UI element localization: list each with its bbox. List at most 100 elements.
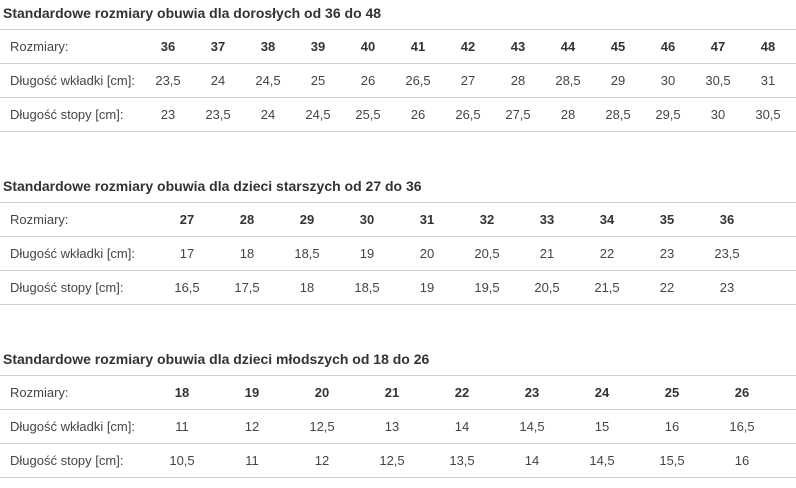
cell-value: 26,5 [443,97,493,132]
cell-value: 43 [493,29,543,64]
cell-value: 18 [277,270,337,305]
cell-value: 14,5 [567,443,637,478]
cell-value: 14 [497,443,567,478]
cell-value: 17,5 [217,270,277,305]
cell-value: 15,5 [637,443,707,478]
cell-value: 23,5 [143,63,193,98]
cell-value: 17 [157,236,217,271]
insole-length-row: Długość wkładki [cm]: 23,5 24 24,5 25 26 26,5 2… [0,63,796,98]
cell-value: 27,5 [493,97,543,132]
cell-value: 22 [427,375,497,410]
size-table-body: Rozmiary: 36 37 38 39 40 41 42 43 44 45 46 47 48 Długo… [0,29,796,132]
cell-value: 20 [397,236,457,271]
insole-length-row: Długość wkładki [cm]: 11 12 12,5 13 14 14,5 15 1… [0,409,796,444]
cell-value: 30,5 [693,63,743,98]
cell-value: 23 [697,270,757,305]
filler-cell [777,409,796,444]
cell-value: 46 [643,29,693,64]
section-title: Standardowe rozmiary obuwia dla dorosłyc… [3,5,382,21]
cell-value: 28,5 [593,97,643,132]
cell-value: 25,5 [343,97,393,132]
size-table-body: Rozmiary: 27 28 29 30 31 32 33 34 35 36 Długość wkł… [0,202,796,305]
cell-value: 35 [637,202,697,237]
cell-value: 28,5 [543,63,593,98]
cell-value: 22 [637,270,697,305]
cell-value: 24 [243,97,293,132]
cell-value: 19,5 [457,270,517,305]
cell-value: 21 [517,236,577,271]
cell-value: 28 [493,63,543,98]
row-label: Długość wkładki [cm]: [0,409,147,444]
cell-value: 23 [497,375,567,410]
cell-value: 25 [293,63,343,98]
cell-value: 26 [343,63,393,98]
filler-cell [757,270,796,305]
cell-value: 34 [577,202,637,237]
cell-value: 32 [457,202,517,237]
cell-value: 18,5 [337,270,397,305]
sizes-row: Rozmiary: 27 28 29 30 31 32 33 34 35 36 [0,202,796,237]
row-label: Długość stopy [cm]: [0,97,143,132]
cell-value: 23 [143,97,193,132]
section-title: Standardowe rozmiary obuwia dla dzieci s… [3,178,422,194]
cell-value: 12,5 [357,443,427,478]
cell-value: 14 [427,409,497,444]
filler-cell [777,443,796,478]
size-table: Rozmiary: 36 37 38 39 40 41 42 43 44 45 46 47 48 Długo… [0,29,796,132]
shoe-size-tables-page: Standardowe rozmiary obuwia dla dorosłyc… [0,5,796,478]
filler-cell [793,29,796,64]
cell-value: 23 [637,236,697,271]
cell-value: 29 [277,202,337,237]
cell-value: 10,5 [147,443,217,478]
cell-value: 19 [217,375,287,410]
cell-value: 31 [743,63,793,98]
filler-cell [793,63,796,98]
cell-value: 24 [567,375,637,410]
cell-value: 40 [343,29,393,64]
row-label: Długość wkładki [cm]: [0,236,157,271]
cell-value: 44 [543,29,593,64]
cell-value: 21,5 [577,270,637,305]
cell-value: 18 [217,236,277,271]
cell-value: 20,5 [457,236,517,271]
row-label: Rozmiary: [0,29,143,64]
size-table: Rozmiary: 27 28 29 30 31 32 33 34 35 36 Długość wkł… [0,202,796,305]
cell-value: 18,5 [277,236,337,271]
cell-value: 37 [193,29,243,64]
cell-value: 12 [217,409,287,444]
cell-value: 11 [147,409,217,444]
insole-length-row: Długość wkładki [cm]: 17 18 18,5 19 20 20,5 21 2… [0,236,796,271]
foot-length-row: Długość stopy [cm]: 10,5 11 12 12,5 13,5 14 14,… [0,443,796,478]
cell-value: 23,5 [193,97,243,132]
cell-value: 12,5 [287,409,357,444]
filler-cell [777,375,796,410]
filler-cell [757,236,796,271]
cell-value: 23,5 [697,236,757,271]
cell-value: 19 [397,270,457,305]
cell-value: 13 [357,409,427,444]
cell-value: 19 [337,236,397,271]
cell-value: 16 [707,443,777,478]
cell-value: 30,5 [743,97,793,132]
cell-value: 16,5 [707,409,777,444]
cell-value: 33 [517,202,577,237]
size-table-section: Standardowe rozmiary obuwia dla dzieci s… [0,178,796,305]
size-table-section: Standardowe rozmiary obuwia dla dorosłyc… [0,5,796,132]
section-title: Standardowe rozmiary obuwia dla dzieci m… [3,351,430,367]
cell-value: 45 [593,29,643,64]
cell-value: 24,5 [243,63,293,98]
cell-value: 38 [243,29,293,64]
cell-value: 20,5 [517,270,577,305]
row-label: Rozmiary: [0,375,147,410]
cell-value: 47 [693,29,743,64]
cell-value: 12 [287,443,357,478]
cell-value: 31 [397,202,457,237]
cell-value: 28 [543,97,593,132]
cell-value: 30 [643,63,693,98]
size-table: Rozmiary: 18 19 20 21 22 23 24 25 26 Długość wkład… [0,375,796,478]
cell-value: 16 [637,409,707,444]
filler-cell [793,97,796,132]
cell-value: 26 [393,97,443,132]
cell-value: 30 [337,202,397,237]
cell-value: 36 [143,29,193,64]
